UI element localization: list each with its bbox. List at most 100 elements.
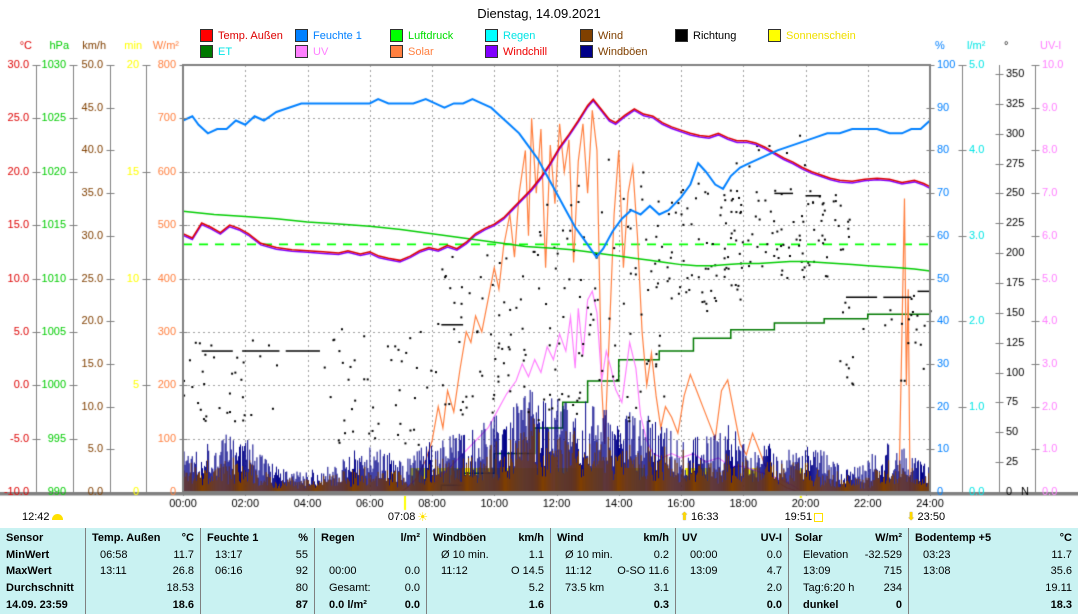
stats-header-unit: °C	[181, 532, 194, 545]
weather-chart-canvas	[0, 0, 1078, 528]
stats-cell-value: 26.8	[172, 565, 194, 578]
stats-column-header: Regen l/m²	[321, 530, 420, 547]
stats-cell-value: 80	[295, 582, 308, 595]
stats-cell-value: 18.6	[172, 598, 194, 611]
stats-row: 73.5 km 3.1	[557, 580, 669, 597]
stats-row: 2.0	[682, 580, 782, 597]
time-marker-label: 12:42	[22, 511, 50, 523]
stats-row: 13:09 715	[795, 563, 902, 580]
stats-cell-label: 00:00	[329, 565, 357, 578]
moon-half-icon	[51, 514, 63, 520]
time-marker-moon-half: 12:42	[20, 511, 100, 523]
time-marker-label: 07:08	[387, 511, 416, 523]
stats-header-unit: W/m²	[875, 532, 902, 545]
stats-cell-value: 1.1	[528, 548, 544, 561]
stats-cell-value: 87	[295, 598, 308, 611]
stats-header-label: Sensor	[6, 532, 44, 545]
stats-cell-value: 18.3	[1050, 598, 1072, 611]
stats-header-label: Bodentemp +5	[915, 532, 992, 545]
stats-header-unit: %	[298, 532, 308, 545]
stats-cell-label: MaxWert	[6, 565, 52, 578]
time-marker-arrow-up: ⬆ 16:33	[660, 511, 740, 523]
arrow-down-icon: ⬇	[906, 511, 916, 523]
stats-cell-label: 11:12	[565, 565, 592, 578]
stats-row: Gesamt: 0.0	[321, 580, 420, 597]
stats-cell-value: 18.53	[166, 582, 194, 595]
stats-row: 13:11 26.8	[92, 563, 194, 580]
stats-column-bodentemp-5: Bodentemp +5 °C 03:23 11.7 13:08 35.6 19.11 18.…	[909, 528, 1078, 614]
stats-cell-label: Ø 10 min.	[565, 548, 613, 561]
stats-header-label: Windböen	[433, 532, 487, 545]
stats-cell-label: 0.0 l/m²	[329, 598, 367, 611]
stats-row: Ø 10 min. 1.1	[433, 547, 544, 564]
stats-cell-value: 3.1	[653, 582, 669, 595]
stats-cell-value: 0.0	[404, 582, 420, 595]
stats-row: 0.3	[557, 596, 669, 613]
stats-cell-label: 14.09. 23:59	[6, 598, 68, 611]
time-marker-arrow-down: ⬇ 23:50	[887, 511, 967, 523]
stats-row: 0.0 l/m² 0.0	[321, 596, 420, 613]
stats-column-wind: Wind km/h Ø 10 min. 0.2 11:12 O-SO 11.6 73.5 k…	[551, 528, 676, 614]
stats-cell-label: 13:08	[923, 565, 951, 578]
stats-column-header: Solar W/m²	[795, 530, 902, 547]
stats-cell-label: MinWert	[6, 548, 50, 561]
stats-header-label: UV	[682, 532, 698, 545]
sensor-stats-table: Sensor MinWert MaxWert Durchschnitt 14.09. 2…	[0, 528, 1078, 614]
stats-column-header: Feuchte 1%	[207, 530, 308, 547]
stats-cell-label: 06:58	[100, 548, 128, 561]
stats-header-label: Wind	[557, 532, 584, 545]
sun-moon-annotations: 12:42 07:08 ☀ ⬆ 16:33 19:51 ⬇ 23:50	[0, 509, 1078, 527]
stats-cell-value: 92	[295, 565, 308, 578]
stats-row: 18.6	[92, 596, 194, 613]
stats-cell-value: -32.529	[864, 548, 902, 561]
stats-header-label: Solar	[795, 532, 823, 545]
stats-cell-value: 5.2	[528, 582, 544, 595]
stats-cell-label: 73.5 km	[565, 582, 605, 595]
stats-cell-label: 13:09	[803, 565, 831, 578]
stats-cell-value: 2.0	[766, 582, 782, 595]
stats-column-header: Temp. Außen °C	[92, 530, 194, 547]
stats-column-header: Bodentemp +5 °C	[915, 530, 1072, 547]
stats-cell-value: 11.7	[1051, 548, 1072, 561]
arrow-up-icon: ⬆	[679, 511, 689, 523]
stats-cell-value: 715	[883, 565, 902, 578]
stats-header-label: Temp. Außen	[92, 532, 161, 545]
stats-cell-label: 11:12	[441, 565, 468, 578]
stats-cell-value: 234	[883, 582, 902, 595]
stats-cell-value: O 14.5	[510, 565, 544, 578]
stats-row: 5.2	[433, 580, 544, 597]
stats-cell-value: 0.0	[766, 598, 782, 611]
stats-row: Ø 10 min. 0.2	[557, 547, 669, 564]
stats-row: 06:16 92	[207, 563, 308, 580]
stats-row: 13:08 35.6	[915, 563, 1072, 580]
time-marker-label: 16:33	[690, 511, 719, 523]
stats-cell-label: 13:09	[690, 565, 718, 578]
stats-cell-label: Durchschnitt	[6, 582, 74, 595]
stats-row: Durchschnitt	[6, 580, 79, 597]
stats-cell-label: 13:17	[215, 548, 243, 561]
stats-cell-value: 0.0	[404, 565, 420, 578]
square-icon	[814, 512, 824, 522]
stats-cell-label: 06:16	[215, 565, 243, 578]
stats-row: 19.11	[915, 580, 1072, 597]
stats-cell-label: 13:11	[100, 565, 127, 578]
stats-row: 80	[207, 580, 308, 597]
stats-cell-value: 55	[295, 548, 308, 561]
stats-header-unit: l/m²	[400, 532, 420, 545]
stats-header-label: Regen	[321, 532, 355, 545]
stats-cell-label: 03:23	[923, 548, 951, 561]
stats-row: 00:00 0.0	[321, 563, 420, 580]
stats-row: 0.0	[682, 596, 782, 613]
stats-column-uv: UV UV-I 00:00 0.0 13:09 4.7 2.0 0.0	[676, 528, 789, 614]
stats-header-unit: °C	[1059, 532, 1072, 545]
time-marker-label: 19:51	[784, 511, 813, 523]
stats-row: 11:12 O-SO 11.6	[557, 563, 669, 580]
stats-column-header: Wind km/h	[557, 530, 669, 547]
stats-row: 14.09. 23:59	[6, 596, 79, 613]
stats-row: MaxWert	[6, 563, 79, 580]
stats-cell-label: 00:00	[690, 548, 718, 561]
stats-column-windb-en: Windböen km/h Ø 10 min. 1.1 11:12 O 14.5 5.2 1.…	[427, 528, 551, 614]
stats-row: 11:12 O 14.5	[433, 563, 544, 580]
stats-row	[321, 547, 420, 564]
stats-row: 03:23 11.7	[915, 547, 1072, 564]
